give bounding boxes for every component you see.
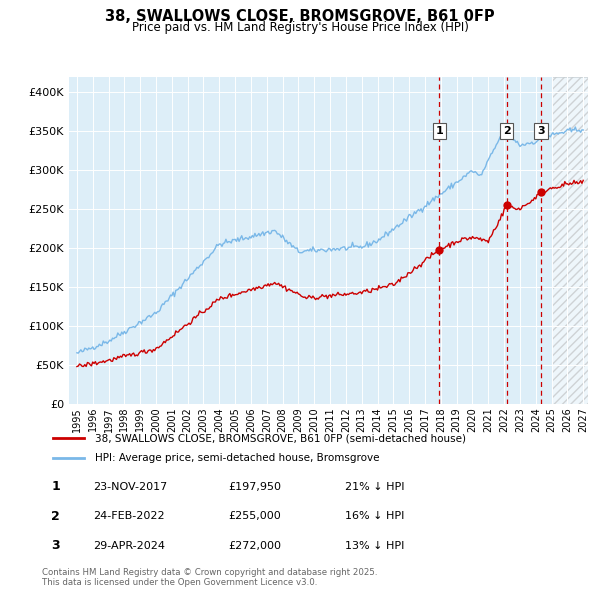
Text: HPI: Average price, semi-detached house, Bromsgrove: HPI: Average price, semi-detached house,… — [95, 454, 379, 463]
Text: 21% ↓ HPI: 21% ↓ HPI — [345, 482, 404, 491]
Text: 1: 1 — [51, 480, 60, 493]
Text: 2: 2 — [51, 510, 60, 523]
Text: £255,000: £255,000 — [228, 512, 281, 521]
Text: 24-FEB-2022: 24-FEB-2022 — [93, 512, 164, 521]
Text: £197,950: £197,950 — [228, 482, 281, 491]
Text: 29-APR-2024: 29-APR-2024 — [93, 541, 165, 550]
Text: 3: 3 — [51, 539, 60, 552]
Text: Price paid vs. HM Land Registry's House Price Index (HPI): Price paid vs. HM Land Registry's House … — [131, 21, 469, 34]
Text: 38, SWALLOWS CLOSE, BROMSGROVE, B61 0FP: 38, SWALLOWS CLOSE, BROMSGROVE, B61 0FP — [105, 9, 495, 24]
Text: 3: 3 — [537, 126, 545, 136]
Text: 1: 1 — [436, 126, 443, 136]
Text: £272,000: £272,000 — [228, 541, 281, 550]
Text: 13% ↓ HPI: 13% ↓ HPI — [345, 541, 404, 550]
Text: Contains HM Land Registry data © Crown copyright and database right 2025.
This d: Contains HM Land Registry data © Crown c… — [42, 568, 377, 587]
Text: 2: 2 — [503, 126, 511, 136]
Text: 38, SWALLOWS CLOSE, BROMSGROVE, B61 0FP (semi-detached house): 38, SWALLOWS CLOSE, BROMSGROVE, B61 0FP … — [95, 434, 466, 444]
Text: 23-NOV-2017: 23-NOV-2017 — [93, 482, 167, 491]
Text: 16% ↓ HPI: 16% ↓ HPI — [345, 512, 404, 521]
